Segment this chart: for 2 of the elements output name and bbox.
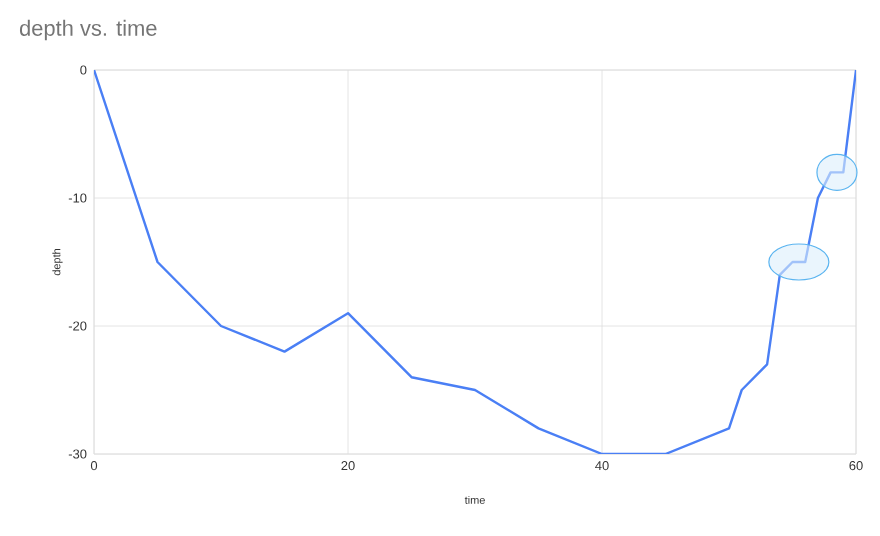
line-series [94, 70, 857, 454]
chart-title: depth vs. time [19, 19, 157, 41]
